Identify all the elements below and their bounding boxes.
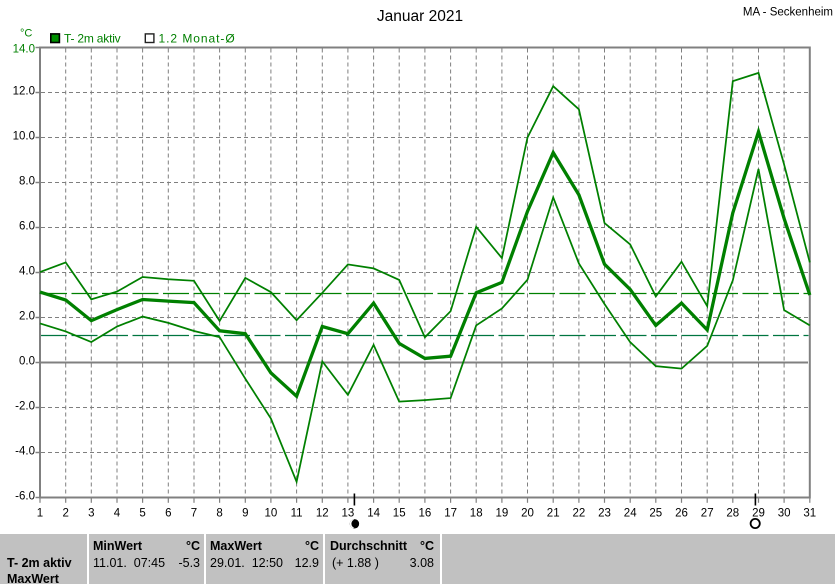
svg-text:-4.0: -4.0 — [15, 446, 35, 458]
svg-text:°C: °C — [20, 28, 32, 40]
svg-text:4.0: 4.0 — [19, 266, 35, 278]
svg-text:1.2 Monat-Ø: 1.2 Monat-Ø — [159, 31, 236, 45]
svg-text:6.0: 6.0 — [19, 221, 35, 233]
svg-text:6: 6 — [165, 508, 171, 520]
svg-text:31: 31 — [803, 508, 816, 520]
svg-text:2: 2 — [62, 508, 68, 520]
svg-text:20: 20 — [521, 508, 534, 520]
svg-text:15: 15 — [393, 508, 406, 520]
svg-text:22: 22 — [573, 508, 586, 520]
svg-text:14: 14 — [367, 508, 380, 520]
svg-text:10.0: 10.0 — [13, 131, 35, 143]
svg-text:14.0: 14.0 — [13, 44, 35, 56]
svg-text:21: 21 — [547, 508, 560, 520]
svg-text:27: 27 — [701, 508, 714, 520]
svg-text:17: 17 — [444, 508, 457, 520]
svg-text:28: 28 — [726, 508, 739, 520]
svg-text:13: 13 — [342, 508, 355, 520]
svg-text:7: 7 — [191, 508, 197, 520]
svg-text:MA - Seckenheim: MA - Seckenheim — [743, 7, 833, 19]
svg-text:8: 8 — [216, 508, 222, 520]
svg-text:12.0: 12.0 — [13, 86, 35, 98]
svg-text:11: 11 — [291, 508, 303, 520]
svg-text:-2.0: -2.0 — [15, 401, 35, 413]
svg-text:10: 10 — [265, 508, 278, 520]
svg-text:16: 16 — [419, 508, 432, 520]
svg-text:24: 24 — [624, 508, 637, 520]
svg-text:18: 18 — [470, 508, 483, 520]
svg-text:12: 12 — [316, 508, 329, 520]
svg-text:0.0: 0.0 — [19, 356, 35, 368]
svg-text:8.0: 8.0 — [19, 176, 35, 188]
svg-text:23: 23 — [598, 508, 611, 520]
svg-text:9: 9 — [242, 508, 248, 520]
svg-text:25: 25 — [649, 508, 662, 520]
svg-text:29: 29 — [752, 508, 765, 520]
svg-text:30: 30 — [778, 508, 791, 520]
svg-text:Januar 2021: Januar 2021 — [377, 8, 463, 25]
svg-text:-6.0: -6.0 — [15, 491, 35, 503]
svg-text:2.0: 2.0 — [19, 311, 35, 323]
svg-text:26: 26 — [675, 508, 688, 520]
svg-text:5: 5 — [139, 508, 145, 520]
svg-text:1: 1 — [37, 508, 43, 520]
svg-text:19: 19 — [496, 508, 509, 520]
svg-text:T- 2m aktiv: T- 2m aktiv — [64, 31, 121, 45]
svg-text:3: 3 — [88, 508, 94, 520]
svg-text:4: 4 — [114, 508, 121, 520]
